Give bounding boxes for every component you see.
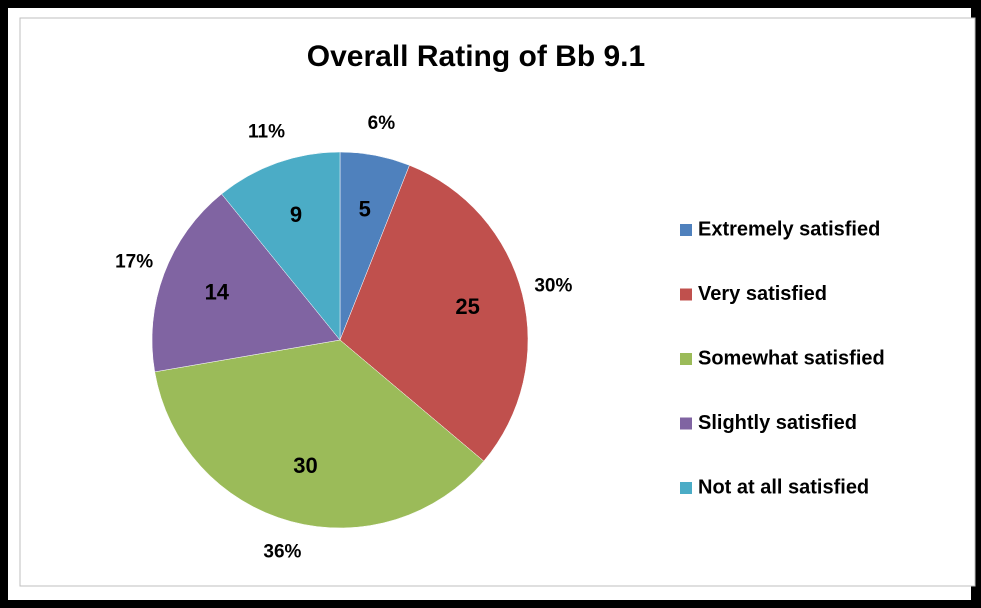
pie-slice [151,193,341,373]
percent-label: 17% [115,252,153,273]
value-label: 30 [293,453,317,478]
chart-title: Overall Rating of Bb 9.1 [307,40,645,73]
legend-label: Slightly satisfied [698,412,857,434]
pie-slice [221,151,341,341]
legend-label: Extremely satisfied [698,218,880,240]
legend-swatch [680,353,692,365]
legend-swatch [680,288,692,301]
value-label: 9 [290,202,302,227]
percent-label: 36% [263,541,301,562]
percent-label: 11% [248,122,285,143]
pie-slice [339,164,529,462]
percent-label: 30% [534,275,572,296]
legend-swatch [680,224,692,236]
legend-swatch [680,482,692,494]
pie-slice [154,339,485,529]
legend-label: Very satisfied [698,283,827,305]
legend-label: Somewhat satisfied [698,347,885,369]
percent-label: 6% [368,113,396,134]
legend-swatch [680,417,692,430]
value-label: 14 [205,280,230,305]
value-label: 5 [359,197,371,222]
legend-label: Not at all satisfied [698,476,869,498]
value-label: 25 [455,294,479,319]
